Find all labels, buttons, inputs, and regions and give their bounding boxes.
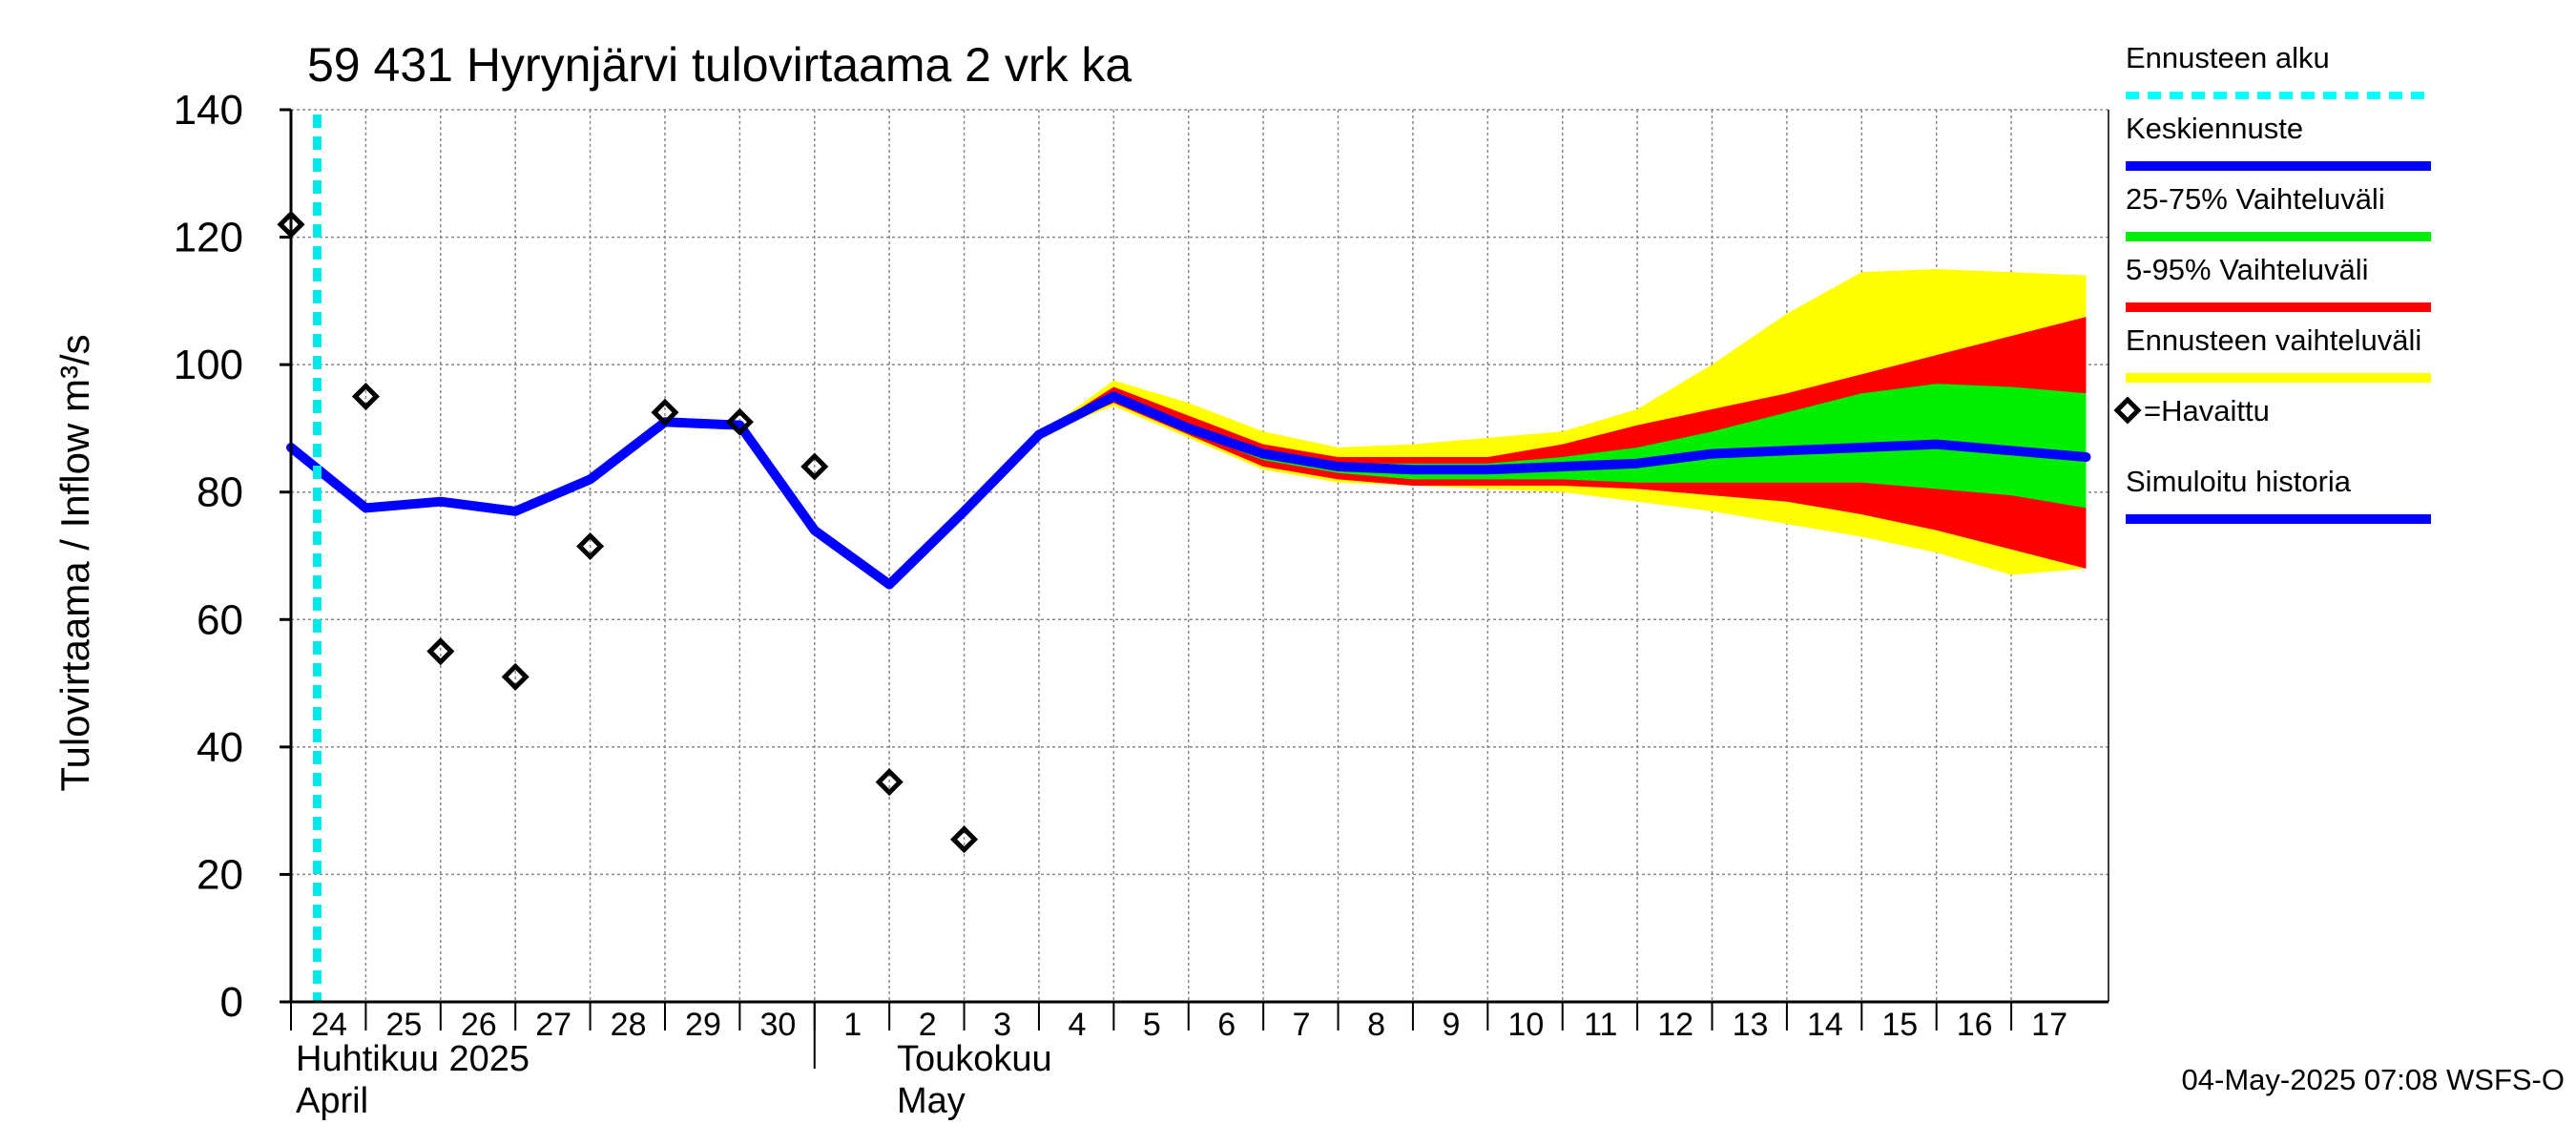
observed-point bbox=[426, 637, 455, 666]
x-tick-label: 5 bbox=[1143, 1007, 1161, 1043]
observed-point bbox=[576, 531, 605, 561]
observed-point bbox=[800, 452, 829, 481]
legend-label: Keskiennuste bbox=[2126, 112, 2303, 145]
observation-layer bbox=[277, 210, 979, 854]
y-tick-label: 140 bbox=[174, 87, 243, 134]
observed-point bbox=[501, 662, 530, 691]
chart-title: 59 431 Hyrynjärvi tulovirtaama 2 vrk ka bbox=[307, 38, 1132, 92]
observed-point bbox=[875, 768, 904, 797]
x-tick-label: 16 bbox=[1957, 1007, 1993, 1043]
band-layer bbox=[1039, 269, 2087, 575]
x-tick-label: 25 bbox=[385, 1007, 422, 1043]
x-tick-label: 28 bbox=[611, 1007, 647, 1043]
observed-point bbox=[651, 398, 679, 427]
x-tick-label: 2 bbox=[919, 1007, 937, 1043]
legend-swatch bbox=[2113, 396, 2142, 425]
x-tick-label: 26 bbox=[461, 1007, 497, 1043]
legend-label: =Havaittu bbox=[2144, 394, 2270, 427]
month-label-april-fi: Huhtikuu 2025 bbox=[296, 1039, 530, 1079]
x-tick-label: 24 bbox=[311, 1007, 347, 1043]
y-tick-label: 60 bbox=[197, 596, 243, 643]
x-tick-label: 27 bbox=[535, 1007, 571, 1043]
observed-point bbox=[950, 825, 979, 854]
legend-label: Ennusteen vaihteluväli bbox=[2126, 323, 2421, 357]
series-line-simuloitu-historia bbox=[286, 417, 1044, 590]
y-tick-label: 80 bbox=[197, 469, 243, 516]
y-tick-label: 100 bbox=[174, 342, 243, 388]
x-tick-label: 14 bbox=[1807, 1007, 1843, 1043]
x-tick-label: 11 bbox=[1584, 1007, 1617, 1043]
y-tick-label: 0 bbox=[220, 979, 243, 1026]
band-5-95-vaihteluv-li bbox=[1039, 317, 2087, 569]
observed-point bbox=[351, 383, 380, 411]
x-tick-label: 1 bbox=[843, 1007, 862, 1043]
y-axis-label: Tulovirtaama / Inflow m³/s bbox=[52, 334, 97, 791]
x-tick-label: 12 bbox=[1657, 1007, 1693, 1043]
y-tick-label: 20 bbox=[197, 851, 243, 898]
x-tick-label: 8 bbox=[1367, 1007, 1385, 1043]
timestamp: 04-May-2025 07:08 WSFS-O bbox=[2182, 1063, 2565, 1096]
grid-layer bbox=[291, 109, 2109, 1002]
y-tick-label: 40 bbox=[197, 724, 243, 771]
x-tick-label: 15 bbox=[1881, 1007, 1918, 1043]
x-tick-label: 17 bbox=[2031, 1007, 2067, 1043]
x-tick-label: 9 bbox=[1442, 1007, 1460, 1043]
y-tick-label: 120 bbox=[174, 215, 243, 261]
legend-label: 25-75% Vaihteluväli bbox=[2126, 182, 2385, 216]
x-tick-label: 7 bbox=[1293, 1007, 1311, 1043]
month-label-may-en: May bbox=[897, 1081, 966, 1121]
x-tick-label: 10 bbox=[1507, 1007, 1544, 1043]
x-tick-label: 3 bbox=[993, 1007, 1011, 1043]
x-tick-label: 30 bbox=[759, 1007, 796, 1043]
legend-label: 5-95% Vaihteluväli bbox=[2126, 253, 2368, 286]
month-label-april-en: April bbox=[296, 1081, 368, 1121]
x-tick-label: 29 bbox=[685, 1007, 721, 1043]
legend-label: Ennusteen alku bbox=[2126, 41, 2330, 74]
x-tick-label: 13 bbox=[1733, 1007, 1769, 1043]
x-tick-label: 6 bbox=[1217, 1007, 1236, 1043]
series-line-keskiennuste bbox=[1034, 391, 2091, 475]
legend: Ennusteen alku Keskiennuste 25-75% Vaihtel… bbox=[2113, 41, 2431, 524]
month-label-may-fi: Toukokuu bbox=[897, 1039, 1052, 1079]
band-25-75-vaihteluv-li bbox=[1039, 384, 2087, 509]
legend-label: Simuloitu historia bbox=[2126, 465, 2352, 498]
x-tick-label: 4 bbox=[1068, 1007, 1086, 1043]
observed-point bbox=[725, 407, 754, 436]
